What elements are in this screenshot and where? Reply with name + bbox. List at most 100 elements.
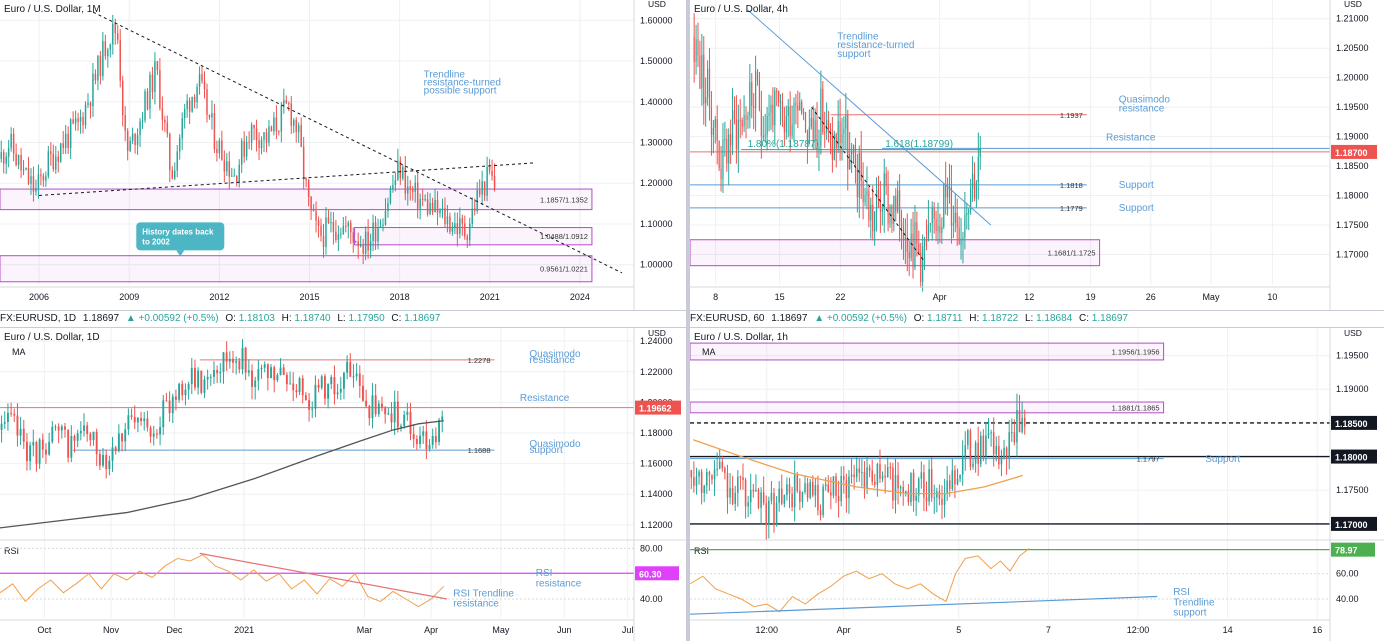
candle-body <box>161 108 164 120</box>
annotation-text: Support <box>1119 203 1154 214</box>
candle-body <box>987 433 990 436</box>
low-value: 1.17950 <box>348 313 385 324</box>
chart-panel-monthly[interactable]: 1.1857/1.1352 1.0488/1.0912 0.9561/1.0221 T… <box>0 0 686 310</box>
candle-body <box>196 86 198 103</box>
zone-rect <box>354 227 593 246</box>
annotation-text: Quasimodo <box>529 349 581 360</box>
rsi-level-badge-text: 78.97 <box>1335 546 1358 556</box>
candle-body <box>416 182 419 209</box>
annotation-text: resistance <box>529 355 575 366</box>
price-axis-tick: 1.21000 <box>1336 14 1369 24</box>
price-axis-tick: 1.60000 <box>640 15 673 25</box>
candle-body <box>89 102 92 107</box>
candle-body <box>863 472 866 489</box>
symbol-label[interactable]: FX:EURUSD, 60 <box>690 313 765 324</box>
candle-body <box>165 400 168 402</box>
history-callout <box>136 222 225 251</box>
candle-body <box>982 435 985 456</box>
price-axis-currency: USD <box>648 328 666 338</box>
candle-body <box>851 152 853 155</box>
candle-body <box>478 190 481 195</box>
candle-body <box>263 364 266 368</box>
monthly-chart-svg[interactable]: 1.1857/1.1352 1.0488/1.0912 0.9561/1.0221 T… <box>0 0 686 310</box>
candle-body <box>186 100 188 110</box>
chart-panel-hourly[interactable]: 1.1956/1.1956 1.1881/1.1865 1.1797 Support R… <box>690 328 1384 641</box>
panel-divider-horizontal[interactable] <box>0 310 1384 311</box>
candle-body <box>491 170 493 176</box>
candle-body <box>795 102 797 106</box>
candle-body <box>387 413 390 415</box>
candle-body <box>737 476 739 493</box>
candle-body <box>778 488 780 503</box>
price-badge <box>635 400 681 415</box>
candle-body <box>188 100 191 112</box>
candle-body <box>368 406 371 419</box>
h4-chart-svg[interactable]: 1.1937 1.1818 1.1779 1.1681/1.1725 Trendline… <box>690 0 1384 310</box>
candle-body <box>409 411 412 434</box>
annotation-text: resistance <box>1119 103 1165 114</box>
candle-body <box>266 364 269 378</box>
high-label: H: <box>281 313 292 324</box>
symbol-label[interactable]: FX:EURUSD, 1D <box>0 313 77 324</box>
candle-body <box>404 167 407 194</box>
time-axis-tick: 22 <box>835 292 845 302</box>
panel-divider-vertical[interactable] <box>686 0 690 641</box>
candle-body <box>837 496 840 502</box>
rsi-level-badge <box>1331 542 1375 557</box>
daily-chart-svg[interactable]: 1.22781.1688QuasimodoresistanceResistanc… <box>0 328 686 641</box>
candle-body <box>399 160 402 179</box>
candle-body <box>827 120 830 129</box>
candle-body <box>916 221 918 244</box>
candle-body <box>371 395 374 419</box>
candle-body <box>874 481 876 485</box>
candle-body <box>121 433 123 442</box>
last-price: 1.18697 <box>771 313 808 324</box>
candle-body <box>829 128 832 134</box>
candle-body <box>690 470 693 478</box>
candle-body <box>97 55 99 81</box>
price-axis-tick: 1.18000 <box>1336 191 1369 201</box>
candle-body <box>870 204 872 221</box>
candle-body <box>253 124 255 129</box>
candle-body <box>396 401 399 428</box>
low-value: 1.18684 <box>1036 313 1073 324</box>
candle-body <box>990 432 992 434</box>
price-badge <box>1331 516 1377 531</box>
candle-body <box>57 426 60 431</box>
candle-body <box>312 210 315 212</box>
candle-body <box>459 218 461 234</box>
zone-label: 1.1956/1.1956 <box>1112 348 1160 357</box>
candle-body <box>384 407 387 415</box>
rsi-annotation: RSI <box>1173 587 1190 598</box>
rsi-line <box>0 554 445 608</box>
chart-panel-daily[interactable]: 1.2278 1.1688 Quasimodo resistance Resistanc… <box>0 328 686 641</box>
candle-body <box>793 474 796 508</box>
candle-body <box>930 469 933 498</box>
hourly-chart-svg[interactable]: 1.1956/1.1956 1.1881/1.1865 1.1797 Support R… <box>690 328 1384 641</box>
candle-body <box>337 234 340 240</box>
candle-body <box>141 120 144 122</box>
candle-body <box>891 206 893 224</box>
candle-body <box>79 116 82 122</box>
rsi-axis-tick: 60.00 <box>1336 569 1359 579</box>
zone-label: 1.0488/1.0912 <box>540 232 588 241</box>
candle-body <box>952 222 954 226</box>
candle-body <box>832 476 835 496</box>
time-axis-tick: 16 <box>1312 625 1322 635</box>
candle-body <box>766 116 768 136</box>
candle-body <box>111 447 114 461</box>
candle-body <box>716 119 718 141</box>
candle-body <box>134 133 136 146</box>
time-axis-tick: 2021 <box>234 625 254 635</box>
candle-body <box>726 138 728 164</box>
candle-body <box>714 119 716 128</box>
candle-body <box>411 189 414 192</box>
candle-body <box>419 198 421 209</box>
candle-body <box>1003 447 1005 458</box>
candle-body <box>441 416 444 420</box>
chart-panel-4h[interactable]: 1.1937 1.1818 1.1779 1.1681/1.1725 Trendline… <box>690 0 1384 310</box>
candle-body <box>35 188 37 192</box>
candle-body <box>41 439 44 450</box>
candle-body <box>258 140 260 149</box>
candle-body <box>273 117 275 132</box>
